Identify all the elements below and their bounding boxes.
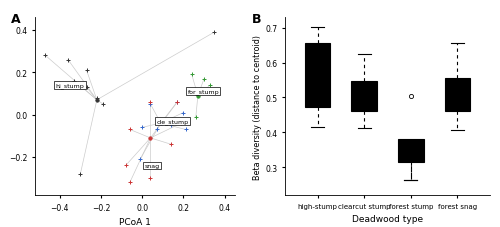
Text: cle_stump: cle_stump [156, 119, 189, 124]
PathPatch shape [398, 140, 423, 162]
PathPatch shape [352, 82, 377, 111]
Text: A: A [11, 13, 20, 26]
Y-axis label: Beta diversity (distance to centroid): Beta diversity (distance to centroid) [254, 35, 262, 179]
PathPatch shape [444, 79, 470, 111]
X-axis label: PCoA 1: PCoA 1 [119, 217, 151, 226]
Text: for_stump: for_stump [188, 89, 219, 95]
Text: hi_stump: hi_stump [56, 83, 84, 89]
PathPatch shape [305, 44, 330, 108]
Text: B: B [252, 13, 262, 26]
X-axis label: Deadwood type: Deadwood type [352, 214, 423, 223]
Y-axis label: PCoA 2: PCoA 2 [0, 91, 4, 123]
Text: snag: snag [144, 163, 160, 168]
